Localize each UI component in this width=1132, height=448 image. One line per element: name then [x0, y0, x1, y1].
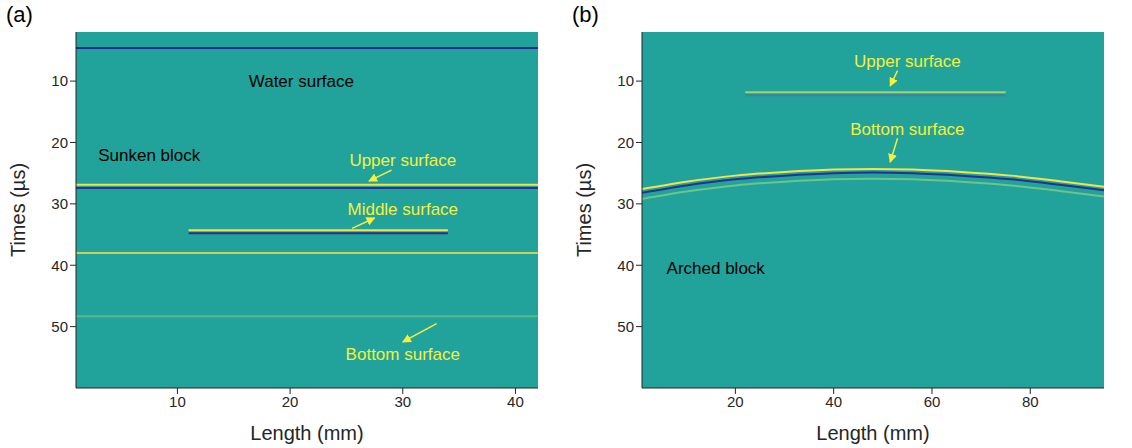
- svg-text:40: 40: [825, 393, 842, 410]
- html-text:(b): (b): [572, 2, 599, 27]
- svg-text:Length (mm): Length (mm): [816, 422, 929, 444]
- svg-text:Sunken block: Sunken block: [98, 146, 201, 165]
- svg-text:30: 30: [617, 195, 634, 212]
- svg-text:60: 60: [924, 393, 941, 410]
- svg-text:80: 80: [1022, 393, 1039, 410]
- svg-text:Length (mm): Length (mm): [250, 422, 363, 444]
- svg-text:Middle surface: Middle surface: [347, 200, 458, 219]
- svg-text:Bottom surface: Bottom surface: [850, 120, 964, 139]
- svg-text:Times (µs): Times (µs): [573, 163, 595, 257]
- svg-text:20: 20: [727, 393, 744, 410]
- html-text:(a): (a): [6, 2, 33, 27]
- svg-text:20: 20: [51, 134, 68, 151]
- svg-text:50: 50: [51, 318, 68, 335]
- svg-text:10: 10: [51, 72, 68, 89]
- svg-text:40: 40: [51, 257, 68, 274]
- svg-text:40: 40: [617, 257, 634, 274]
- svg-text:Upper surface: Upper surface: [349, 151, 456, 170]
- svg-text:50: 50: [617, 318, 634, 335]
- svg-text:Bottom surface: Bottom surface: [346, 345, 460, 364]
- svg-text:20: 20: [617, 134, 634, 151]
- svg-text:30: 30: [394, 393, 411, 410]
- svg-text:30: 30: [51, 195, 68, 212]
- svg-text:10: 10: [169, 393, 186, 410]
- svg-text:Water surface: Water surface: [249, 72, 354, 91]
- svg-text:Times (µs): Times (µs): [7, 163, 29, 257]
- svg-text:20: 20: [282, 393, 299, 410]
- svg-text:Upper surface: Upper surface: [854, 52, 961, 71]
- svg-text:40: 40: [507, 393, 524, 410]
- svg-text:10: 10: [617, 72, 634, 89]
- svg-text:Arched block: Arched block: [667, 259, 766, 278]
